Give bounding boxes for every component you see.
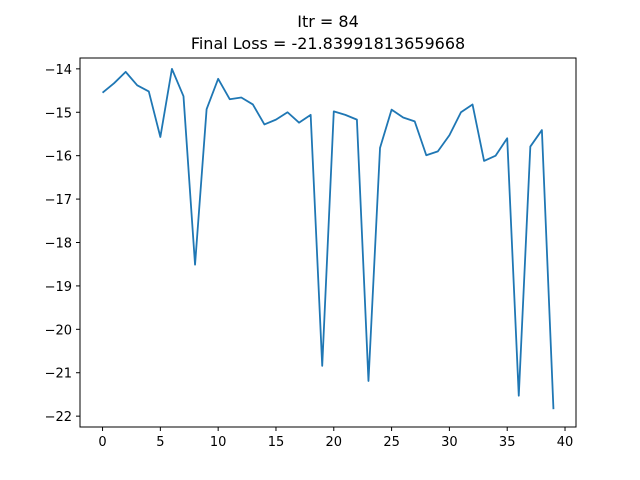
y-tick-label: −17: [45, 193, 72, 208]
y-tick-label: −19: [45, 280, 72, 295]
x-tick-label: 25: [383, 435, 400, 450]
x-ticks: 0 5 10 15 20 25 30 35 40: [98, 427, 573, 450]
x-tick-label: 0: [98, 435, 106, 450]
y-ticks: −22 −21 −20 −19 −18 −17 −16 −15 −14: [45, 63, 80, 425]
y-tick-label: −22: [45, 410, 72, 425]
x-tick-label: 10: [210, 435, 227, 450]
x-tick-label: 20: [326, 435, 343, 450]
chart-subtitle: Final Loss = -21.83991813659668: [191, 34, 465, 53]
plot-frame: [79, 57, 577, 428]
y-tick-label: −15: [45, 106, 72, 121]
y-tick-label: −21: [45, 367, 72, 382]
y-tick-label: −14: [45, 63, 72, 78]
x-tick-label: 35: [499, 435, 516, 450]
y-tick-label: −20: [45, 323, 72, 338]
series-group: [101, 67, 555, 410]
x-tick-label: 15: [268, 435, 285, 450]
x-tick-label: 5: [156, 435, 164, 450]
y-tick-label: −16: [45, 150, 72, 165]
y-tick-label: −18: [45, 237, 72, 252]
chart-title: Itr = 84: [297, 12, 359, 31]
x-tick-label: 30: [441, 435, 458, 450]
series-line: [101, 67, 555, 410]
x-tick-label: 40: [557, 435, 574, 450]
